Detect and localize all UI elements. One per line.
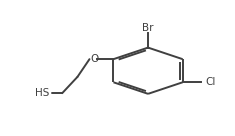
Text: Cl: Cl: [205, 77, 215, 87]
Text: HS: HS: [35, 88, 49, 98]
Text: O: O: [90, 54, 98, 64]
Text: Br: Br: [142, 23, 154, 33]
